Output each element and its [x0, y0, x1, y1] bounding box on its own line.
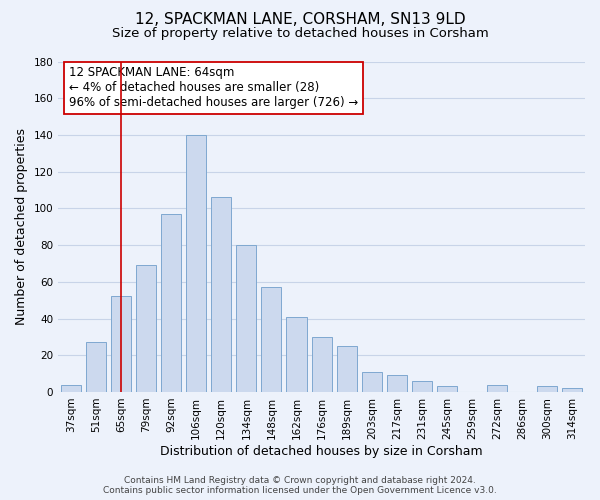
Bar — [538, 386, 557, 392]
Text: Contains HM Land Registry data © Crown copyright and database right 2024.
Contai: Contains HM Land Registry data © Crown c… — [103, 476, 497, 495]
Bar — [61, 384, 81, 392]
Bar — [337, 346, 357, 392]
Bar — [211, 198, 231, 392]
Bar — [387, 376, 407, 392]
Text: 12, SPACKMAN LANE, CORSHAM, SN13 9LD: 12, SPACKMAN LANE, CORSHAM, SN13 9LD — [134, 12, 466, 28]
Bar — [286, 316, 307, 392]
Bar — [562, 388, 583, 392]
Text: 12 SPACKMAN LANE: 64sqm
← 4% of detached houses are smaller (28)
96% of semi-det: 12 SPACKMAN LANE: 64sqm ← 4% of detached… — [69, 66, 358, 110]
Bar — [311, 337, 332, 392]
Bar — [487, 384, 507, 392]
Bar — [161, 214, 181, 392]
Bar — [437, 386, 457, 392]
Bar — [86, 342, 106, 392]
Bar — [236, 245, 256, 392]
Bar — [412, 381, 432, 392]
Text: Size of property relative to detached houses in Corsham: Size of property relative to detached ho… — [112, 28, 488, 40]
Bar — [136, 266, 156, 392]
Bar — [362, 372, 382, 392]
X-axis label: Distribution of detached houses by size in Corsham: Distribution of detached houses by size … — [160, 444, 483, 458]
Bar — [186, 135, 206, 392]
Bar — [262, 288, 281, 392]
Y-axis label: Number of detached properties: Number of detached properties — [15, 128, 28, 325]
Bar — [111, 296, 131, 392]
